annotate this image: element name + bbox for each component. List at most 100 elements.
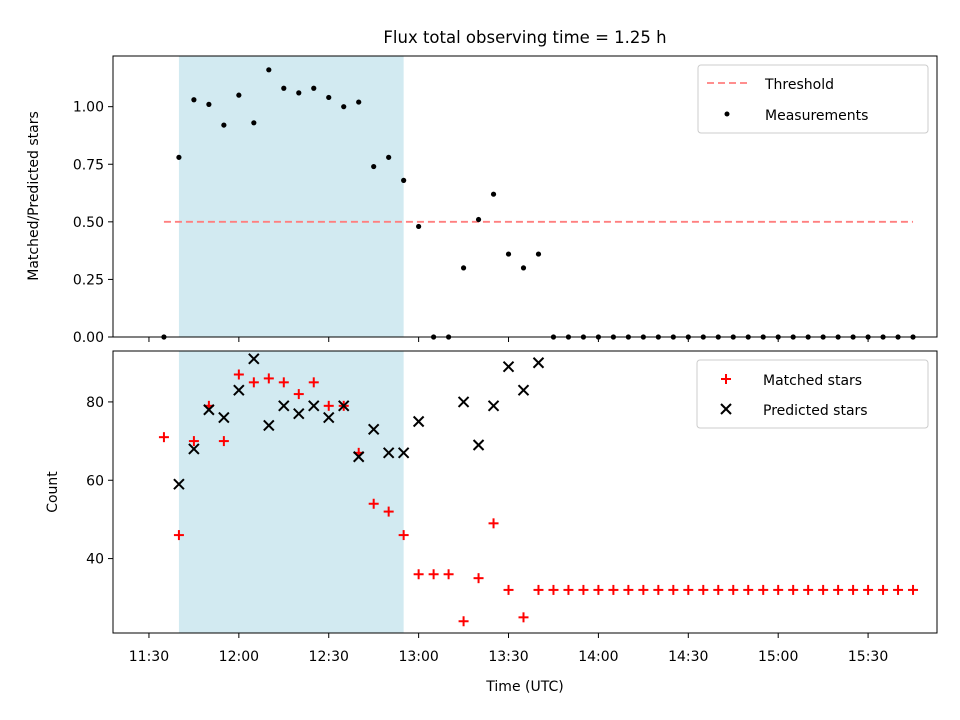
measurement-point [520, 265, 527, 271]
legend-measurements-swatch [724, 111, 730, 117]
matched-stars-point [518, 612, 529, 623]
measurement-points [161, 67, 916, 340]
matched-stars-point [683, 584, 694, 595]
measurement-point [386, 154, 392, 160]
matched-stars-point [503, 584, 514, 595]
top-axes: 0.00 0.25 0.50 0.75 1.00 Matched/Predicted s… [26, 55, 938, 346]
matched-stars-point [233, 369, 244, 380]
measurement-point [266, 67, 272, 73]
predicted-stars-point [472, 439, 485, 451]
measurement-point [191, 97, 197, 103]
matched-stars-point [473, 573, 484, 584]
x-tick-label: 15:00 [758, 649, 798, 665]
measurement-point [296, 90, 302, 96]
matched-stars-point [818, 584, 829, 595]
top-axes-frame [112, 55, 938, 338]
measurement-point [236, 92, 242, 98]
measurement-point [475, 216, 482, 223]
matched-stars-point [563, 584, 574, 595]
matched-stars-point [848, 584, 859, 595]
x-tick-label: 15:30 [848, 649, 888, 665]
matched-stars-point [413, 569, 424, 580]
x-tick-label: 12:30 [309, 649, 349, 665]
x-tick-label: 14:30 [668, 649, 708, 665]
predicted-stars-point [248, 353, 260, 365]
matched-stars-point [458, 616, 469, 627]
x-tick-label: 14:00 [578, 649, 618, 665]
bottom-span [178, 351, 404, 633]
measurement-point [341, 104, 347, 110]
matched-stars-point [398, 530, 409, 541]
top-y-tick-label: 1.00 [73, 100, 104, 116]
predicted-stars-point [382, 447, 395, 459]
matched-stars-point [428, 569, 439, 580]
predicted-stars-point [487, 400, 500, 412]
measurement-point [356, 99, 362, 105]
matched-stars-point [653, 584, 664, 595]
matched-stars-point [278, 377, 289, 388]
predicted-stars-point [188, 443, 200, 455]
bottom-y-tick-label: 60 [86, 473, 104, 489]
predicted-stars-point [323, 411, 335, 424]
measurement-point [281, 85, 287, 91]
matched-stars-point [833, 584, 844, 595]
matched-stars-point [878, 584, 889, 595]
matched-stars-point [188, 436, 199, 447]
matched-stars-point [368, 498, 379, 509]
predicted-stars-point [532, 357, 545, 369]
measurement-point [206, 101, 212, 107]
measurement-point [416, 223, 422, 230]
matched-stars-point [713, 584, 724, 595]
top-x-ticks [148, 337, 869, 342]
figure-title: Flux total observing time = 1.25 h [383, 28, 666, 47]
measurement-point [460, 265, 467, 271]
top-y-tick-label: 0.25 [73, 272, 104, 288]
measurement-point [535, 251, 542, 257]
bottom-y-tick-label: 80 [86, 395, 104, 411]
matched-stars-point [173, 530, 184, 541]
matched-stars-point [578, 584, 589, 595]
measurement-point [251, 120, 257, 126]
matched-stars-point [728, 584, 739, 595]
matched-stars-point [308, 377, 319, 388]
predicted-stars-point [233, 384, 245, 396]
bottom-y-tick-label: 40 [86, 552, 104, 568]
matched-stars-point [263, 373, 274, 384]
measurement-point [490, 191, 497, 197]
predicted-stars-point [173, 478, 185, 490]
top-y-tick-label: 0.75 [73, 157, 104, 173]
predicted-stars-point [502, 360, 515, 373]
bottom-axes: 40 60 80 11:30 12:00 12:30 13:00 13:30 14:00 14:… [45, 350, 938, 695]
top-y-axis-label: Matched/Predicted stars [26, 111, 42, 281]
legend-predicted-swatch [720, 403, 732, 415]
predicted-stars-point [352, 451, 365, 463]
top-span [178, 56, 404, 337]
predicted-stars-point [338, 400, 350, 412]
x-tick-label: 13:30 [488, 649, 528, 665]
legend-predicted-label: Predicted stars [763, 403, 868, 419]
matched-stars-point [323, 400, 334, 411]
matched-stars-point [533, 584, 544, 595]
predicted-stars-point [397, 447, 410, 459]
bottom-y-axis-label: Count [45, 471, 61, 513]
bottom-legend-frame [696, 359, 929, 429]
matched-stars-point [488, 518, 499, 529]
predicted-stars-point [203, 404, 215, 416]
top-y-tick-label: 0.50 [73, 215, 104, 231]
predicted-stars-point [263, 419, 275, 432]
legend-matched-swatch [721, 374, 731, 384]
measurement-point [371, 163, 377, 170]
measurement-point [176, 154, 182, 160]
matched-stars-point [548, 584, 559, 595]
predicted-stars-point [293, 407, 305, 420]
measurement-point [221, 122, 227, 128]
top-y-tick-label: 0.00 [73, 330, 104, 346]
legend-measurements-label: Measurements [765, 108, 868, 124]
bottom-axes-frame [112, 350, 938, 634]
matched-stars-point [773, 584, 784, 595]
predicted-stars-point [517, 384, 530, 396]
x-tick-label: 13:00 [398, 649, 438, 665]
matched-stars-point [443, 569, 454, 580]
predicted-stars-point [412, 415, 425, 428]
